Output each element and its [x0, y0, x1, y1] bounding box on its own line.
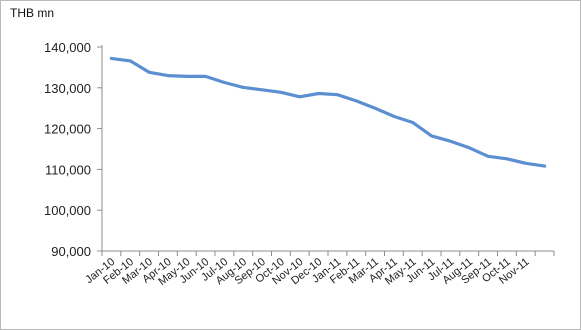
data-point [260, 88, 264, 92]
data-point [129, 59, 132, 63]
series-group [109, 56, 547, 168]
data-point [317, 92, 320, 95]
data-point [411, 121, 414, 124]
data-point [336, 93, 339, 96]
y-axis: 140,000 130,000 120,000 110,000 100,000 90,00… [44, 40, 103, 259]
data-point [355, 99, 358, 103]
data-point [298, 95, 301, 99]
y-tick-label: 140,000 [44, 40, 91, 55]
y-tick-label: 100,000 [44, 203, 91, 218]
data-point [392, 115, 396, 118]
data-point [279, 91, 283, 94]
data-point [373, 107, 377, 110]
data-point [449, 140, 452, 143]
data-point [430, 134, 433, 138]
y-unit-label: THB mn [10, 6, 54, 20]
data-point [543, 164, 546, 168]
series-line [109, 56, 547, 168]
x-axis: Jan-10Feb-10Mar-10Apr-10May-10Jun-10Jul-… [83, 250, 555, 288]
data-point [468, 146, 471, 149]
data-point [204, 75, 207, 78]
data-point [524, 162, 527, 165]
data-point [505, 157, 509, 160]
data-point [110, 57, 113, 60]
data-point [242, 86, 245, 89]
data-point [223, 81, 226, 84]
y-tick-label: 110,000 [45, 162, 91, 177]
y-tick-label: 120,000 [44, 122, 91, 137]
y-tick-label: 90,000 [51, 244, 91, 259]
data-point [185, 75, 188, 78]
y-tick-label: 130,000 [44, 81, 91, 96]
data-point [486, 155, 490, 158]
data-point [166, 74, 170, 77]
data-point [147, 71, 151, 74]
